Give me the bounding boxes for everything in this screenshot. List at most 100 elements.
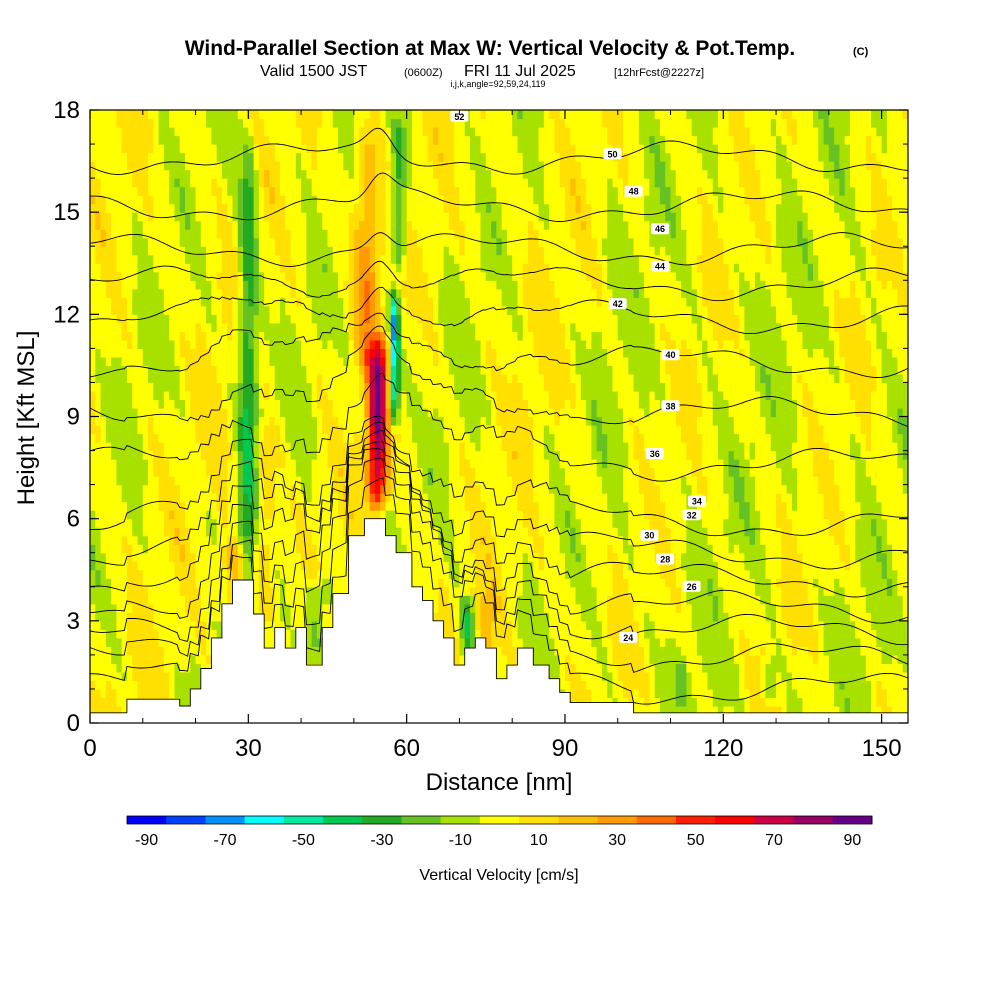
- velocity-cell: [274, 169, 281, 179]
- velocity-cell: [443, 118, 450, 128]
- velocity-cell: [190, 220, 197, 230]
- velocity-cell: [348, 365, 355, 375]
- velocity-cell: [221, 254, 228, 264]
- velocity-cell: [153, 476, 160, 486]
- velocity-cell: [184, 161, 191, 171]
- velocity-cell: [169, 356, 176, 367]
- velocity-cell: [369, 433, 376, 443]
- velocity-cell: [301, 135, 307, 145]
- velocity-cell: [248, 246, 255, 256]
- velocity-cell: [211, 254, 218, 264]
- velocity-cell: [422, 271, 429, 281]
- velocity-cell: [195, 195, 202, 205]
- velocity-cell: [359, 518, 366, 528]
- velocity-cell: [163, 186, 170, 196]
- velocity-cell: [132, 399, 139, 409]
- velocity-cell: [380, 331, 387, 341]
- velocity-cell: [316, 510, 323, 520]
- velocity-cell: [200, 288, 207, 298]
- velocity-cell: [211, 127, 218, 137]
- velocity-cell: [132, 518, 139, 528]
- velocity-cell: [443, 263, 450, 273]
- velocity-cell: [285, 442, 292, 452]
- velocity-cell: [274, 322, 281, 332]
- velocity-cell: [243, 331, 249, 341]
- velocity-cell: [448, 442, 455, 452]
- velocity-cell: [369, 416, 376, 426]
- velocity-cell: [264, 152, 271, 162]
- velocity-cell: [137, 603, 144, 613]
- velocity-cell: [158, 152, 165, 162]
- velocity-cell: [422, 578, 429, 588]
- velocity-cell: [227, 501, 234, 511]
- velocity-cell: [105, 220, 112, 230]
- velocity-cell: [306, 348, 313, 358]
- velocity-cell: [163, 305, 170, 315]
- velocity-cell: [184, 603, 191, 613]
- velocity-cell: [274, 305, 281, 315]
- velocity-cell: [406, 348, 413, 358]
- velocity-cell: [126, 339, 133, 349]
- velocity-cell: [137, 620, 144, 630]
- velocity-cell: [290, 152, 297, 162]
- velocity-cell: [158, 339, 165, 349]
- velocity-cell: [306, 629, 313, 639]
- velocity-cell: [443, 510, 450, 520]
- velocity-cell: [348, 331, 355, 341]
- velocity-cell: [148, 527, 154, 537]
- velocity-cell: [348, 484, 355, 494]
- velocity-cell: [232, 144, 239, 154]
- velocity-cell: [90, 382, 96, 392]
- velocity-cell: [274, 612, 281, 622]
- velocity-cell: [237, 331, 244, 341]
- velocity-cell: [438, 373, 445, 384]
- velocity-cell: [153, 237, 160, 247]
- velocity-cell: [348, 425, 355, 435]
- velocity-cell: [237, 339, 244, 349]
- velocity-cell: [290, 271, 297, 281]
- velocity-cell: [121, 544, 128, 554]
- velocity-cell: [274, 237, 281, 247]
- velocity-cell: [269, 186, 276, 196]
- velocity-cell: [142, 493, 149, 503]
- velocity-cell: [253, 442, 260, 452]
- velocity-cell: [211, 561, 218, 571]
- velocity-cell: [385, 220, 392, 230]
- velocity-cell: [126, 586, 133, 596]
- velocity-cell: [411, 314, 418, 324]
- velocity-cell: [264, 161, 271, 171]
- velocity-cell: [105, 331, 112, 341]
- velocity-cell: [179, 305, 186, 315]
- velocity-cell: [163, 407, 170, 418]
- velocity-cell: [269, 425, 276, 435]
- velocity-cell: [121, 297, 128, 307]
- velocity-cell: [279, 169, 286, 179]
- velocity-cell: [142, 467, 149, 477]
- velocity-cell: [190, 416, 197, 426]
- velocity-cell: [227, 407, 234, 418]
- velocity-cell: [195, 152, 202, 162]
- velocity-cell: [184, 450, 191, 460]
- velocity-cell: [137, 212, 144, 222]
- velocity-cell: [311, 620, 318, 630]
- velocity-cell: [285, 501, 292, 511]
- velocity-cell: [364, 169, 371, 179]
- velocity-cell: [163, 467, 170, 477]
- velocity-cell: [264, 416, 271, 426]
- velocity-cell: [90, 425, 96, 435]
- velocity-cell: [195, 203, 202, 213]
- velocity-cell: [438, 552, 445, 562]
- velocity-cell: [158, 195, 165, 205]
- velocity-cell: [438, 212, 445, 222]
- velocity-cell: [443, 484, 450, 494]
- velocity-cell: [306, 620, 313, 630]
- velocity-cell: [427, 169, 434, 179]
- velocity-cell: [190, 365, 197, 375]
- velocity-cell: [116, 110, 123, 120]
- velocity-cell: [95, 442, 102, 452]
- velocity-cell: [269, 178, 276, 188]
- velocity-cell: [248, 161, 255, 171]
- velocity-cell: [227, 322, 234, 332]
- velocity-cell: [422, 339, 429, 349]
- velocity-cell: [364, 195, 371, 205]
